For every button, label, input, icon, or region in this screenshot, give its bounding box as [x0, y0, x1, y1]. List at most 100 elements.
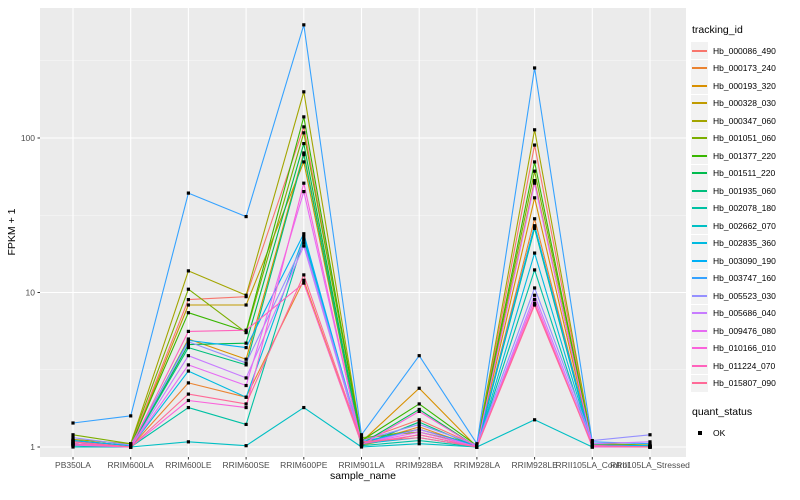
data-point	[244, 402, 248, 406]
x-tick-label: RRIM928LA	[454, 460, 501, 470]
x-axis-title: sample_name	[330, 470, 396, 482]
data-point	[533, 226, 537, 230]
legend-swatch-line	[692, 67, 707, 70]
data-point	[648, 442, 652, 446]
data-point	[533, 160, 537, 164]
legend: tracking_id Hb_000086_490 Hb_000173_240 Hb…	[691, 24, 799, 442]
quant-legend-label: OK	[713, 427, 726, 438]
legend-item: Hb_001511_220	[691, 164, 799, 183]
data-point	[302, 281, 306, 285]
data-point	[244, 405, 248, 410]
data-point	[533, 179, 537, 183]
data-point	[186, 392, 190, 396]
data-point	[302, 153, 306, 157]
data-point	[533, 297, 537, 302]
data-point	[244, 341, 248, 345]
x-tick-label: RRIM600SE	[222, 460, 270, 470]
data-point	[417, 420, 421, 424]
legend-swatch-line	[692, 154, 707, 157]
data-point	[71, 421, 75, 425]
x-tick-label: RRIM928BA	[396, 460, 444, 470]
data-point	[359, 436, 364, 440]
data-point	[417, 425, 421, 429]
data-point	[302, 278, 306, 282]
data-point	[302, 90, 306, 94]
x-tick-label: PB350LA	[55, 460, 91, 470]
data-point	[533, 128, 537, 132]
legend-item: Hb_003747_160	[691, 269, 799, 288]
legend-item-label: Hb_001935_060	[713, 185, 776, 196]
x-tick-label: RRII105LA_Control	[555, 460, 629, 470]
data-point	[302, 125, 306, 129]
data-point	[186, 363, 190, 367]
data-point	[244, 376, 248, 380]
data-point	[186, 405, 190, 410]
data-point	[533, 196, 537, 200]
legend-key	[691, 77, 708, 95]
x-tick-label: RRII105LA_Stressed	[610, 460, 690, 470]
data-point	[533, 286, 537, 290]
data-point	[302, 160, 306, 164]
data-point	[186, 398, 190, 403]
legend-key	[691, 339, 708, 357]
legend-swatch-line	[692, 207, 707, 210]
data-point	[648, 440, 652, 444]
legend-swatch-line	[692, 119, 707, 122]
legend-item: Hb_002835_360	[691, 234, 799, 253]
data-point	[417, 409, 421, 413]
legend-item-label: Hb_011224_070	[713, 360, 776, 371]
data-point	[244, 214, 248, 219]
legend-item-label: Hb_002662_070	[713, 220, 776, 231]
legend-swatch-line	[692, 294, 707, 297]
panel-background	[40, 8, 686, 457]
y-axis-title: FPKM + 1	[6, 208, 18, 255]
legend-item: Hb_009476_080	[691, 322, 799, 340]
legend-swatch-line	[692, 84, 707, 87]
legend-item-label: Hb_002078_180	[713, 203, 776, 214]
legend-key	[691, 182, 708, 200]
data-point	[648, 433, 652, 437]
legend-item-label: Hb_001377_220	[713, 150, 776, 161]
legend-item: Hb_000193_320	[691, 77, 799, 95]
gridlines	[40, 8, 686, 457]
panel-rect	[40, 8, 686, 457]
data-point	[129, 445, 133, 449]
data-point	[359, 440, 364, 444]
data-point	[533, 224, 537, 228]
data-point	[302, 235, 306, 239]
data-point	[417, 418, 421, 422]
data-point	[417, 407, 421, 412]
data-point	[475, 443, 479, 447]
legend-item-label: Hb_003747_160	[713, 273, 776, 284]
data-point	[129, 414, 133, 418]
legend-item: Hb_015807_090	[691, 374, 799, 393]
legend-item: Hb_000347_060	[691, 112, 799, 130]
legend-item-label: Hb_009476_080	[713, 325, 776, 336]
legend-item-label: Hb_005686_040	[713, 308, 776, 319]
data-points	[71, 23, 652, 449]
data-point	[417, 386, 421, 390]
legend-swatch-line	[692, 172, 707, 175]
legend-key	[691, 129, 708, 147]
legend-swatch-line	[692, 49, 707, 52]
legend-item: Hb_005686_040	[691, 304, 799, 323]
legend-key	[691, 357, 708, 375]
legend-key	[691, 252, 708, 270]
data-point	[533, 303, 537, 307]
legend-entries: Hb_000086_490 Hb_000173_240 Hb_000193_320 H…	[691, 42, 799, 392]
data-point	[71, 433, 75, 437]
data-point	[533, 143, 537, 147]
data-point	[533, 217, 537, 221]
legend-item-label: Hb_001051_060	[713, 133, 776, 144]
data-point	[302, 131, 306, 135]
data-point	[71, 442, 75, 446]
x-tick-label: RRIM901LA	[338, 460, 385, 470]
data-point	[244, 328, 248, 332]
legend-key	[691, 217, 708, 235]
data-point	[302, 273, 306, 277]
data-point	[71, 445, 75, 449]
legend-key	[691, 322, 708, 340]
legend-swatch-line	[692, 382, 707, 385]
legend-item-label: Hb_002835_360	[713, 238, 776, 249]
